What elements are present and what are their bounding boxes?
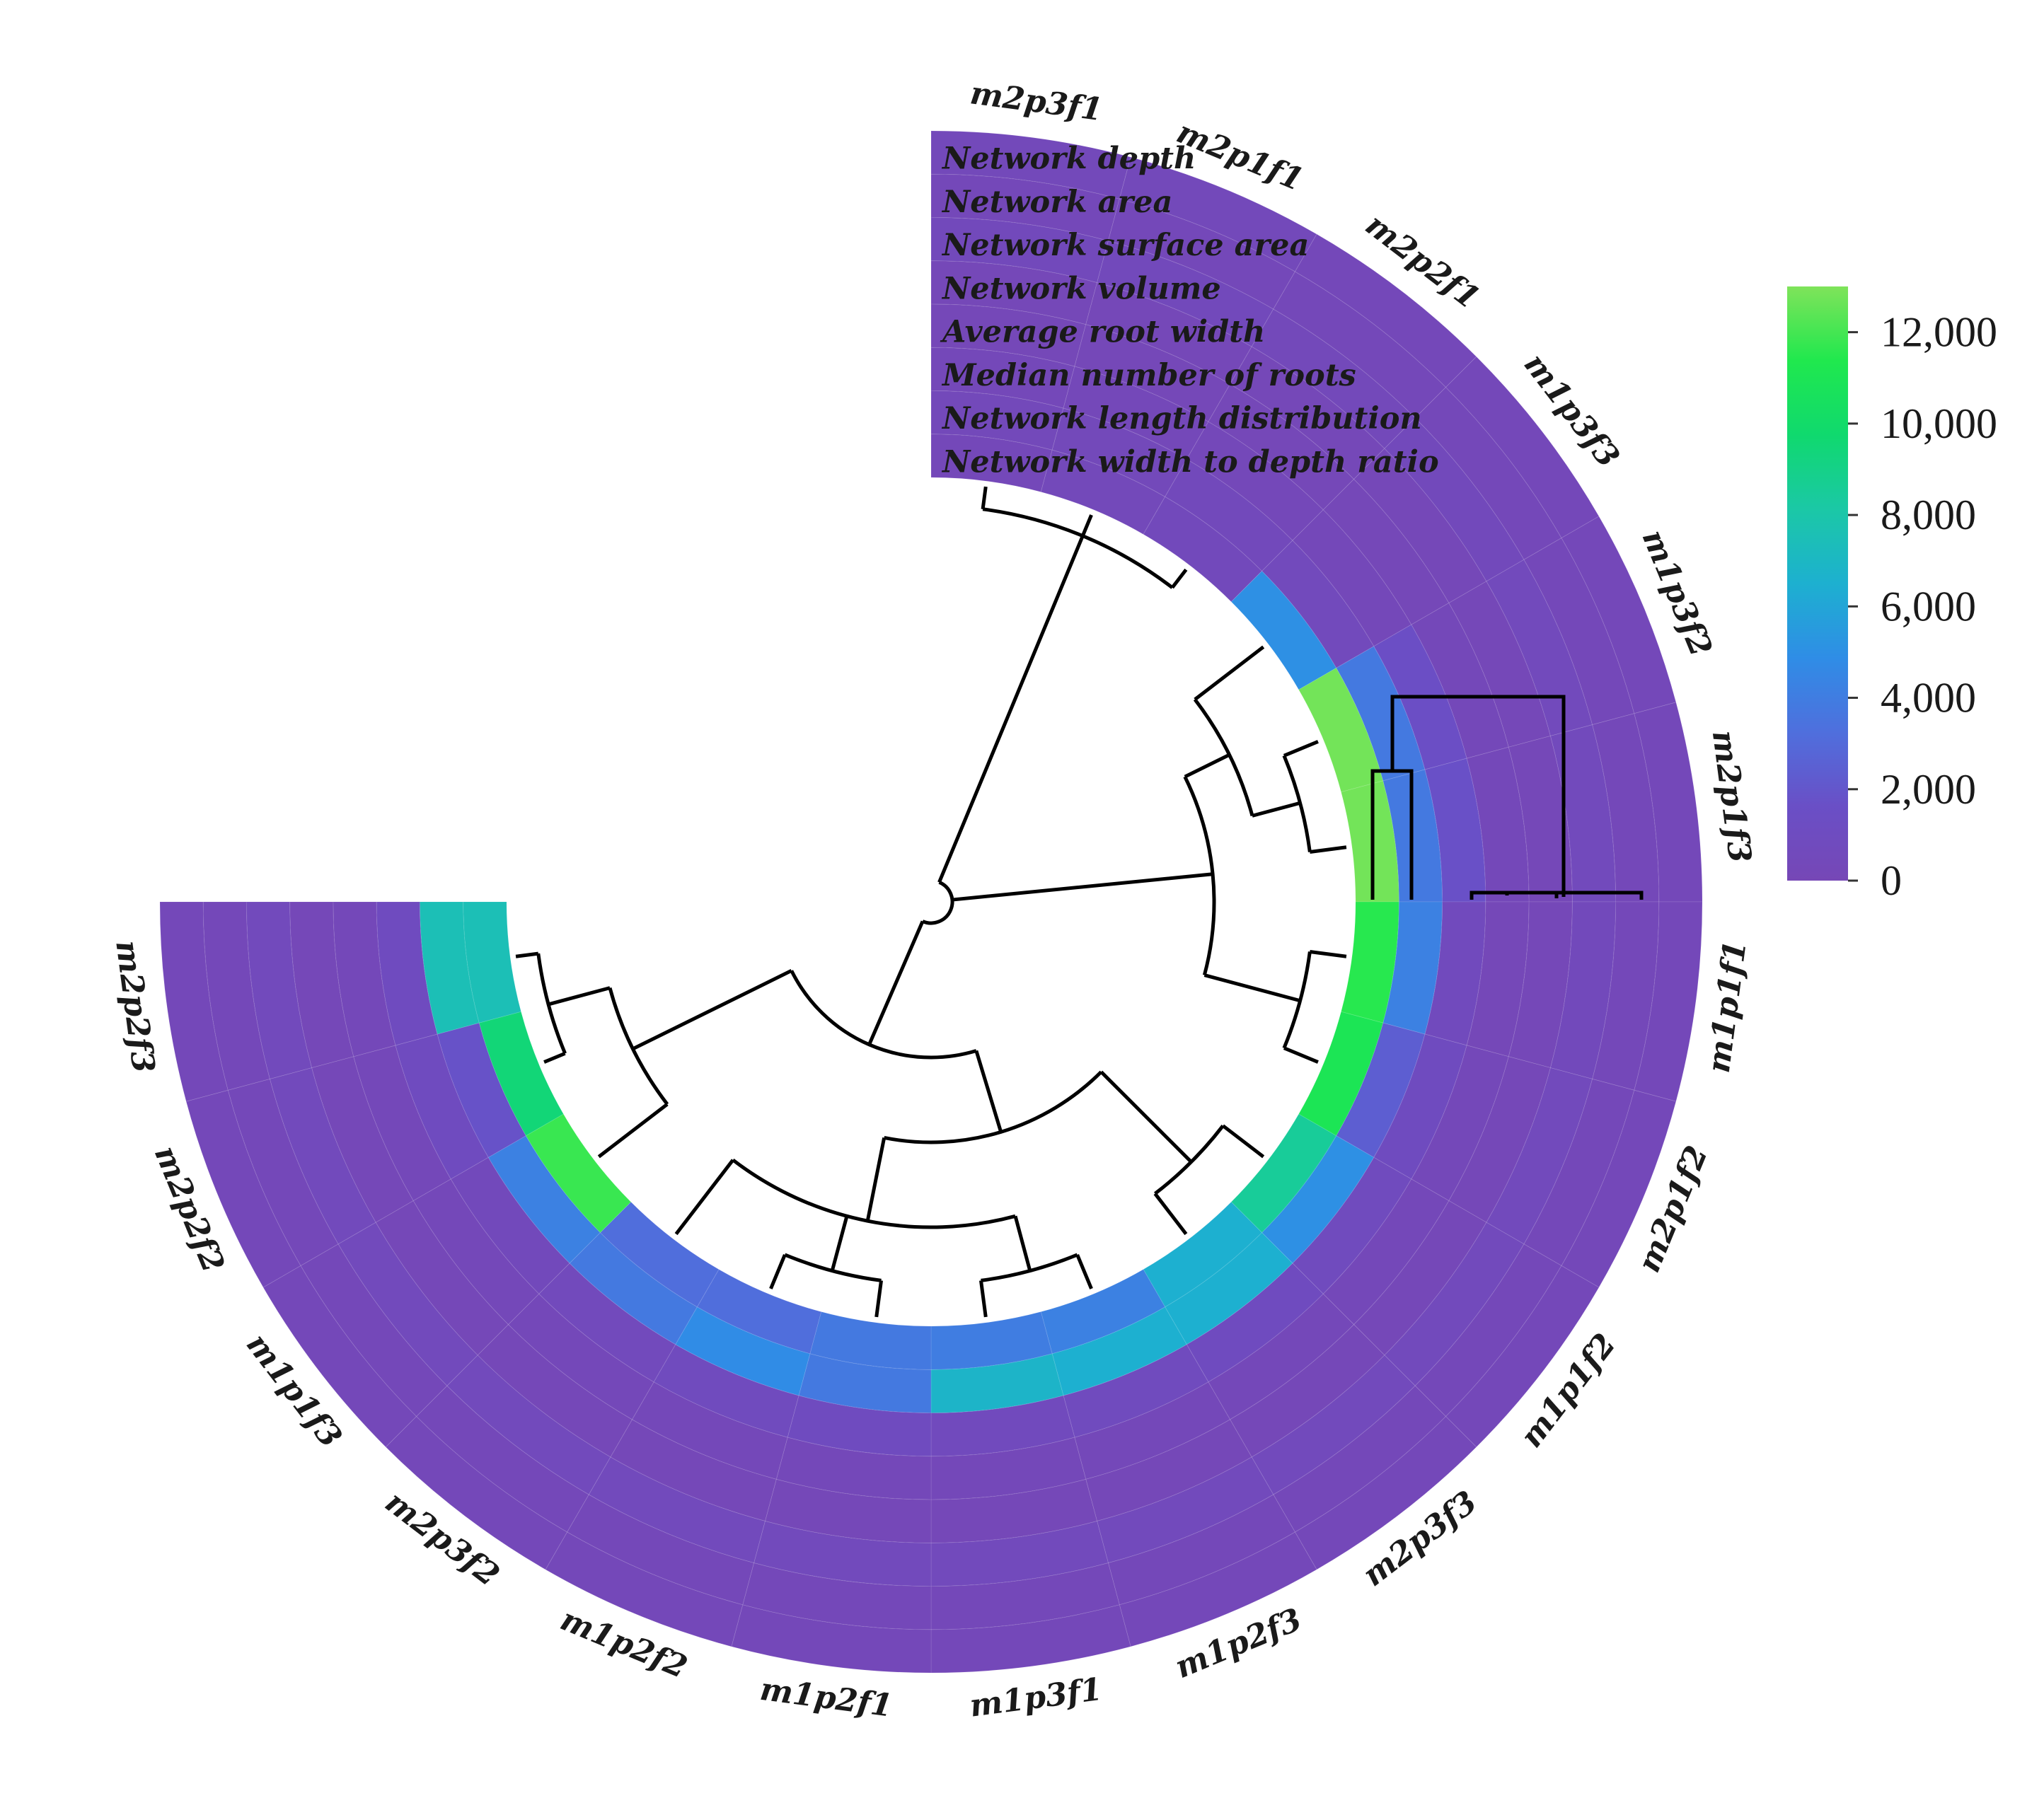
heatmap-cell: [525, 1113, 632, 1234]
dendrogram-branch: [865, 1070, 1193, 1222]
sample-label: m2p1f3: [1705, 728, 1758, 864]
sample-label: m2p2f3: [108, 939, 161, 1075]
colorbar-tick-label: 8,000: [1881, 492, 1976, 538]
heatmap-cell: [1340, 901, 1399, 1024]
colorbar-tick-label: 10,000: [1881, 400, 1997, 447]
heatmap-cells: [159, 130, 1703, 1674]
colorbar-tick-label: 6,000: [1881, 583, 1976, 630]
ring-label: Network surface area: [941, 228, 1309, 263]
heatmap-cell: [809, 1311, 932, 1370]
dendrogram-branch: [674, 1158, 1032, 1272]
dendrogram-branch: [867, 535, 1213, 1045]
colorbar-tick-label: 4,000: [1881, 675, 1976, 721]
heatmap-cell: [1143, 496, 1263, 603]
sample-label: m1p2f1: [758, 1671, 894, 1724]
sample-label: m2p3f1: [968, 75, 1104, 128]
dendrogram-branch: [1183, 753, 1301, 1003]
colorbar-tick-label: 0: [1881, 857, 1902, 904]
dendrogram: [515, 486, 1644, 1318]
heatmap-cell: [675, 1306, 811, 1396]
sample-label: m1p3f1: [968, 1671, 1104, 1724]
dendrogram-branch: [632, 969, 1003, 1133]
heatmap-cell: [463, 901, 522, 1024]
ring-label: Network area: [941, 185, 1172, 220]
ring-label: Median number of roots: [941, 358, 1356, 393]
ring-label: Network length distribution: [941, 401, 1422, 436]
dendrogram-branch: [1370, 695, 1644, 900]
heatmap-cell: [696, 1268, 822, 1355]
colorbar-tick-label: 2,000: [1881, 766, 1976, 813]
sample-label: m1p1f1: [1701, 939, 1754, 1075]
ring-label: Network volume: [941, 271, 1221, 306]
ring-label: Average root width: [940, 315, 1265, 350]
dendrogram-branch: [1193, 645, 1301, 818]
colorbar: 12,000 10,000 8,000 6,000 4,000 2,000 0: [1787, 286, 1997, 904]
colorbar-gradient: [1787, 286, 1848, 881]
ring-label: Network depth: [941, 141, 1196, 177]
ring-label: Network width to depth ratio: [941, 444, 1439, 480]
ring-labels: Network depth Network area Network surface…: [940, 141, 1439, 480]
heatmap-cell: [1143, 1201, 1263, 1308]
heatmap-cell: [798, 1353, 932, 1414]
heatmap-cell: [930, 434, 1053, 493]
colorbar-tick-label: 12,000: [1881, 309, 1997, 356]
